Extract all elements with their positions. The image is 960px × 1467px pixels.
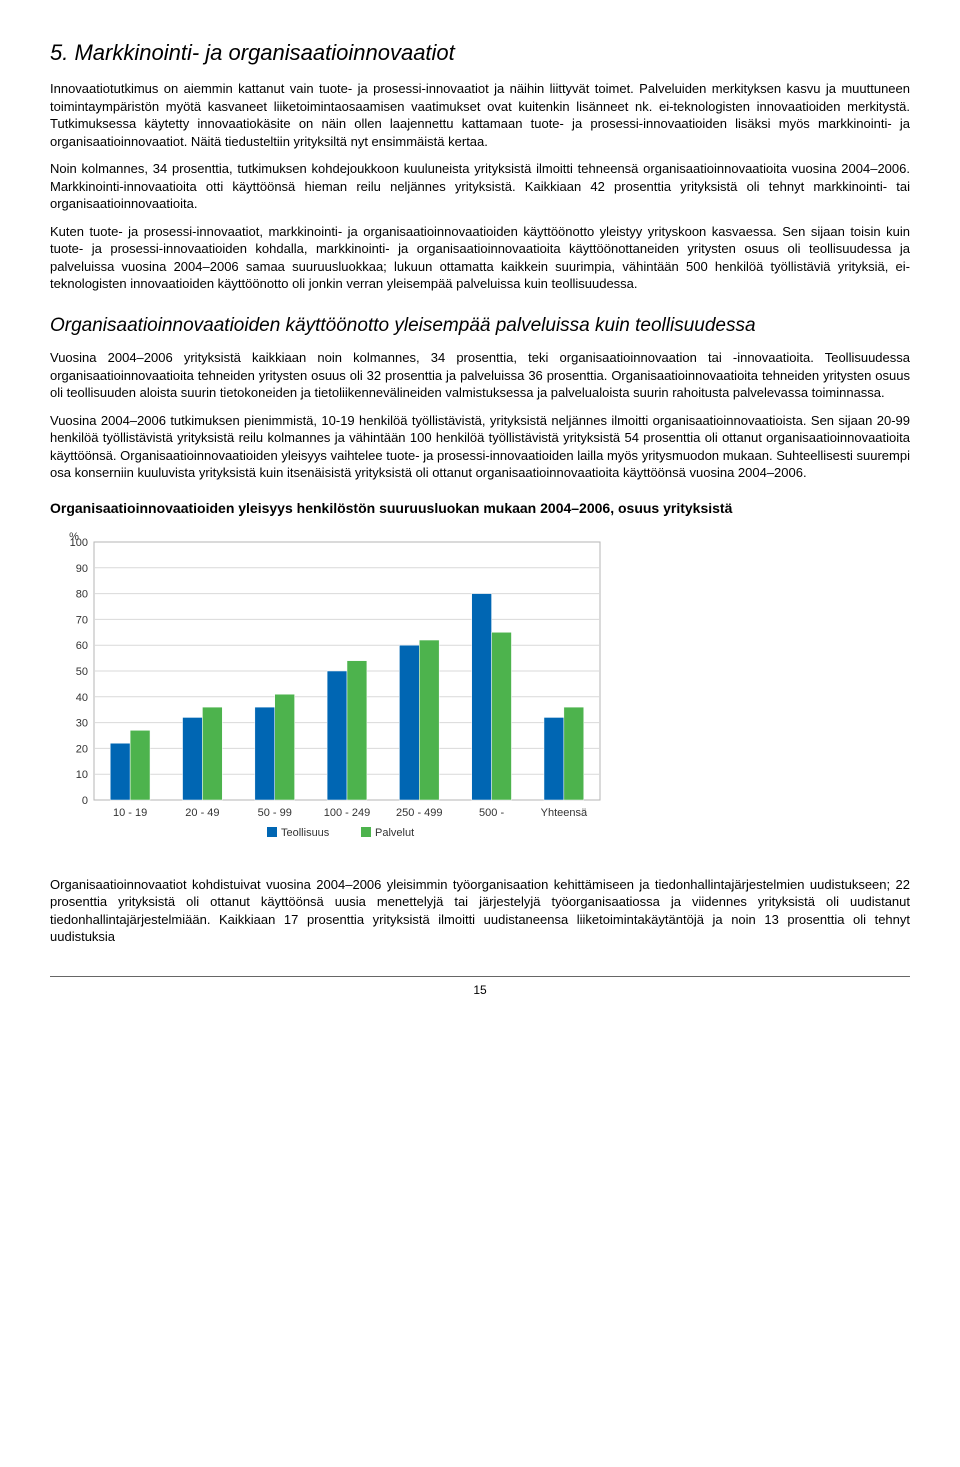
bar bbox=[347, 661, 367, 800]
bar bbox=[472, 593, 492, 799]
bar-chart: 0102030405060708090100%10 - 1920 - 4950 … bbox=[50, 528, 910, 858]
svg-text:50 - 99: 50 - 99 bbox=[258, 807, 292, 819]
bar bbox=[564, 707, 584, 800]
svg-text:Teollisuus: Teollisuus bbox=[281, 827, 330, 839]
svg-text:100 - 249: 100 - 249 bbox=[324, 807, 370, 819]
para-6: Organisaatioinnovaatiot kohdistuivat vuo… bbox=[50, 876, 910, 946]
svg-text:80: 80 bbox=[76, 588, 88, 600]
para-4: Vuosina 2004–2006 yrityksistä kaikkiaan … bbox=[50, 349, 910, 402]
svg-text:50: 50 bbox=[76, 666, 88, 678]
svg-text:Palvelut: Palvelut bbox=[375, 827, 414, 839]
para-5: Vuosina 2004–2006 tutkimuksen pienimmist… bbox=[50, 412, 910, 482]
bar bbox=[130, 730, 150, 800]
bar bbox=[110, 743, 130, 800]
para-2: Noin kolmannes, 34 prosenttia, tutkimuks… bbox=[50, 160, 910, 213]
svg-text:70: 70 bbox=[76, 614, 88, 626]
bar bbox=[492, 632, 512, 800]
svg-text:500 -: 500 - bbox=[479, 807, 504, 819]
para-3: Kuten tuote- ja prosessi-innovaatiot, ma… bbox=[50, 223, 910, 293]
bar bbox=[275, 694, 295, 800]
bar bbox=[255, 707, 275, 800]
bar bbox=[202, 707, 222, 800]
svg-text:20 - 49: 20 - 49 bbox=[185, 807, 219, 819]
svg-text:30: 30 bbox=[76, 717, 88, 729]
bar bbox=[327, 671, 347, 800]
svg-text:60: 60 bbox=[76, 640, 88, 652]
svg-text:0: 0 bbox=[82, 795, 88, 807]
svg-text:90: 90 bbox=[76, 563, 88, 575]
bar bbox=[183, 717, 203, 800]
svg-text:%: % bbox=[69, 531, 79, 543]
section-heading: 5. Markkinointi- ja organisaatioinnovaat… bbox=[50, 40, 910, 66]
svg-text:Yhteensä: Yhteensä bbox=[541, 807, 588, 819]
page-number: 15 bbox=[50, 976, 910, 997]
para-1: Innovaatiotutkimus on aiemmin kattanut v… bbox=[50, 80, 910, 150]
bar bbox=[419, 640, 439, 800]
svg-text:20: 20 bbox=[76, 743, 88, 755]
svg-text:10: 10 bbox=[76, 769, 88, 781]
bar bbox=[544, 717, 564, 800]
chart-title: Organisaatioinnovaatioiden yleisyys henk… bbox=[50, 500, 910, 516]
subsection-heading: Organisaatioinnovaatioiden käyttöönotto … bbox=[50, 315, 910, 337]
svg-text:250 - 499: 250 - 499 bbox=[396, 807, 442, 819]
bar bbox=[399, 645, 419, 800]
svg-text:10 - 19: 10 - 19 bbox=[113, 807, 147, 819]
svg-text:40: 40 bbox=[76, 692, 88, 704]
